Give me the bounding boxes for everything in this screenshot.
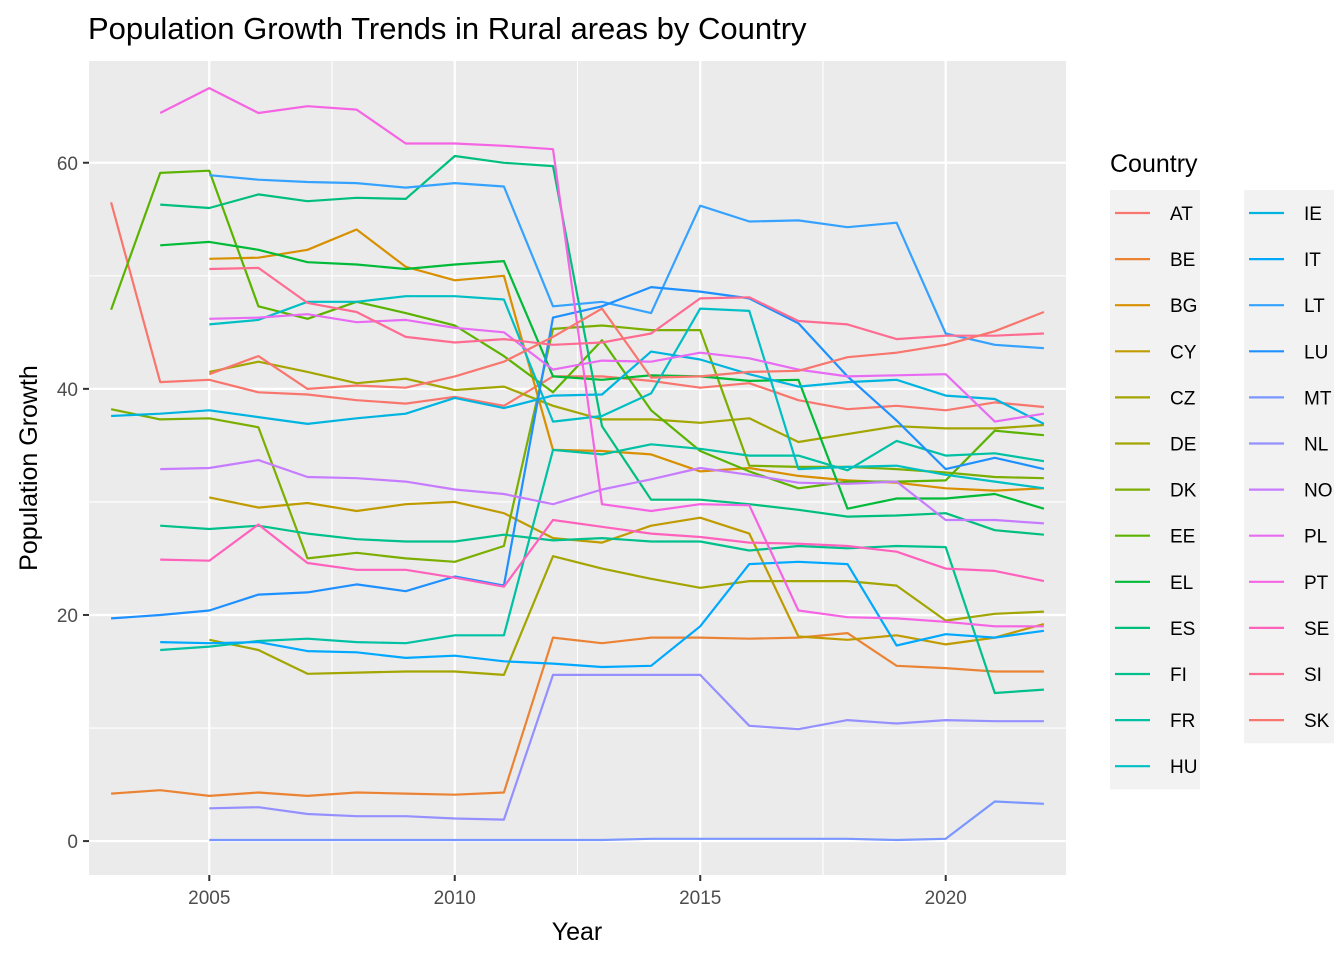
legend-title: Country bbox=[1110, 150, 1198, 178]
y-tick-label: 40 bbox=[57, 380, 78, 401]
legend-label-se: SE bbox=[1304, 619, 1329, 640]
legend-label-es: ES bbox=[1170, 619, 1195, 640]
series-line-cy bbox=[209, 496, 1045, 646]
legend-label-ie: IE bbox=[1304, 204, 1322, 225]
x-tick-label: 2005 bbox=[188, 888, 230, 909]
x-tick-label: 2020 bbox=[925, 888, 967, 909]
series-line-it bbox=[160, 560, 1045, 669]
series-line-es bbox=[160, 154, 1045, 536]
legend-label-pt: PT bbox=[1304, 573, 1329, 594]
legend-label-cz: CZ bbox=[1170, 388, 1196, 409]
chart-title: Population Growth Trends in Rural areas … bbox=[88, 11, 807, 46]
legend: Country AT BE BG CY CZ DE DK EE EL ES FI FR HU IE IT LT… bbox=[1110, 150, 1334, 790]
series-line-si bbox=[209, 266, 1044, 346]
series-line-sk bbox=[208, 307, 1045, 390]
legend-label-hu: HU bbox=[1170, 757, 1197, 778]
legend-label-mt: MT bbox=[1304, 388, 1332, 409]
x-tick-label: 2010 bbox=[434, 888, 476, 909]
legend-label-cy: CY bbox=[1170, 342, 1197, 363]
legend-label-ee: EE bbox=[1170, 527, 1195, 548]
y-axis-label: Population Growth bbox=[15, 365, 43, 571]
series-line-at bbox=[110, 202, 1045, 412]
series-line-cz bbox=[209, 360, 1044, 444]
legend-key-background bbox=[1244, 190, 1334, 744]
series-line-be bbox=[111, 632, 1044, 797]
x-axis-label: Year bbox=[552, 918, 603, 946]
y-tick-label: 20 bbox=[57, 606, 78, 627]
series-line-fi bbox=[160, 524, 1044, 695]
series-line-hu bbox=[209, 295, 1045, 490]
axes: 2005 2010 2015 2020 0 20 40 60 bbox=[57, 154, 967, 909]
legend-label-si: SI bbox=[1304, 665, 1322, 686]
series-line-no bbox=[160, 459, 1044, 525]
legend-label-dk: DK bbox=[1170, 481, 1197, 502]
x-tick-label: 2015 bbox=[679, 888, 721, 909]
legend-label-fr: FR bbox=[1170, 711, 1195, 732]
legend-label-pl: PL bbox=[1304, 527, 1327, 548]
legend-label-sk: SK bbox=[1304, 711, 1330, 732]
series-line-pl bbox=[209, 313, 1045, 423]
series-line-de bbox=[209, 555, 1044, 676]
series-lines bbox=[110, 87, 1045, 842]
series-line-ie bbox=[111, 350, 1045, 425]
legend-label-it: IT bbox=[1304, 250, 1321, 271]
series-line-nl bbox=[209, 673, 1044, 821]
legend-label-at: AT bbox=[1170, 204, 1193, 225]
y-tick-label: 60 bbox=[57, 154, 78, 175]
legend-label-fi: FI bbox=[1170, 665, 1187, 686]
legend-label-bg: BG bbox=[1170, 296, 1197, 317]
series-line-lt bbox=[209, 174, 1044, 350]
legend-label-be: BE bbox=[1170, 250, 1195, 271]
legend-label-nl: NL bbox=[1304, 435, 1328, 456]
series-line-se bbox=[160, 518, 1045, 588]
legend-label-de: DE bbox=[1170, 435, 1196, 456]
legend-label-lt: LT bbox=[1304, 296, 1325, 317]
legend-label-no: NO bbox=[1304, 481, 1333, 502]
series-line-el bbox=[160, 240, 1045, 510]
series-line-fr bbox=[160, 439, 1045, 652]
series-line-lu bbox=[111, 286, 1045, 620]
series-line-bg bbox=[209, 228, 1044, 492]
series-line-pt bbox=[159, 87, 1044, 628]
series-line-mt bbox=[209, 800, 1044, 842]
legend-label-lu: LU bbox=[1304, 342, 1328, 363]
y-tick-label: 0 bbox=[67, 832, 78, 853]
legend-label-el: EL bbox=[1170, 573, 1193, 594]
